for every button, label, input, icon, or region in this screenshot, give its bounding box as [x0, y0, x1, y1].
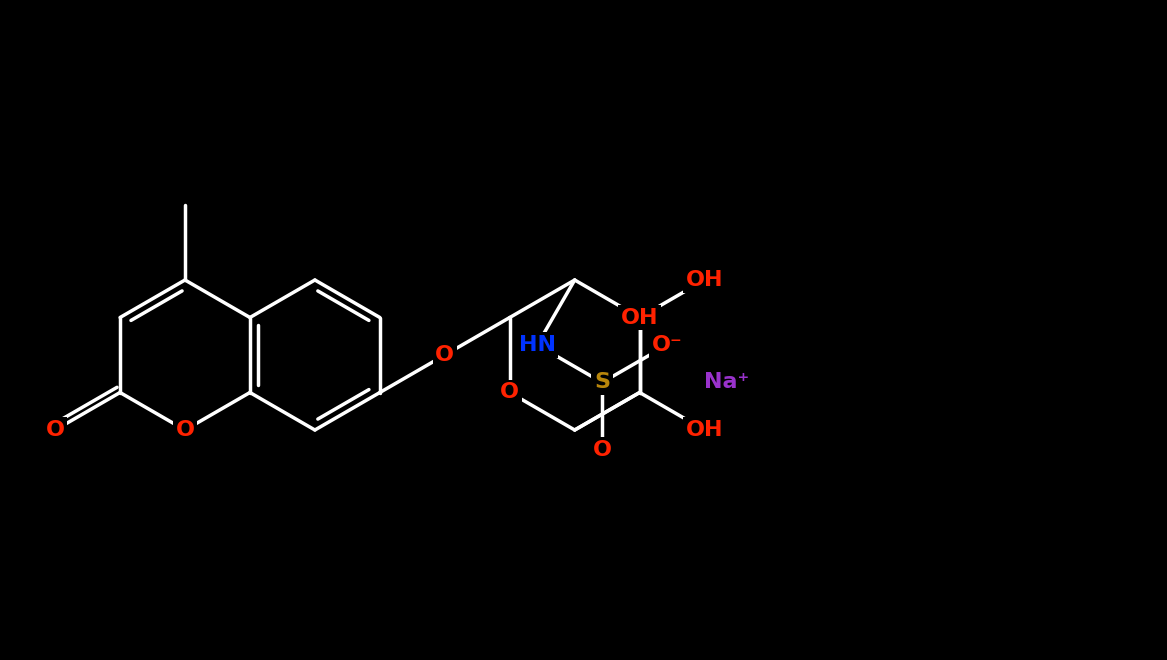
Text: OH: OH	[686, 420, 724, 440]
Text: O: O	[175, 420, 195, 440]
Text: S: S	[594, 372, 610, 393]
Text: Na⁺: Na⁺	[705, 372, 749, 393]
Text: HN: HN	[518, 335, 555, 355]
Text: O⁻: O⁻	[651, 335, 683, 355]
Text: OH: OH	[621, 308, 658, 327]
Text: O: O	[46, 420, 64, 440]
Text: O: O	[435, 345, 454, 365]
Text: O: O	[501, 383, 519, 403]
Text: OH: OH	[686, 270, 724, 290]
Text: O: O	[593, 440, 612, 460]
